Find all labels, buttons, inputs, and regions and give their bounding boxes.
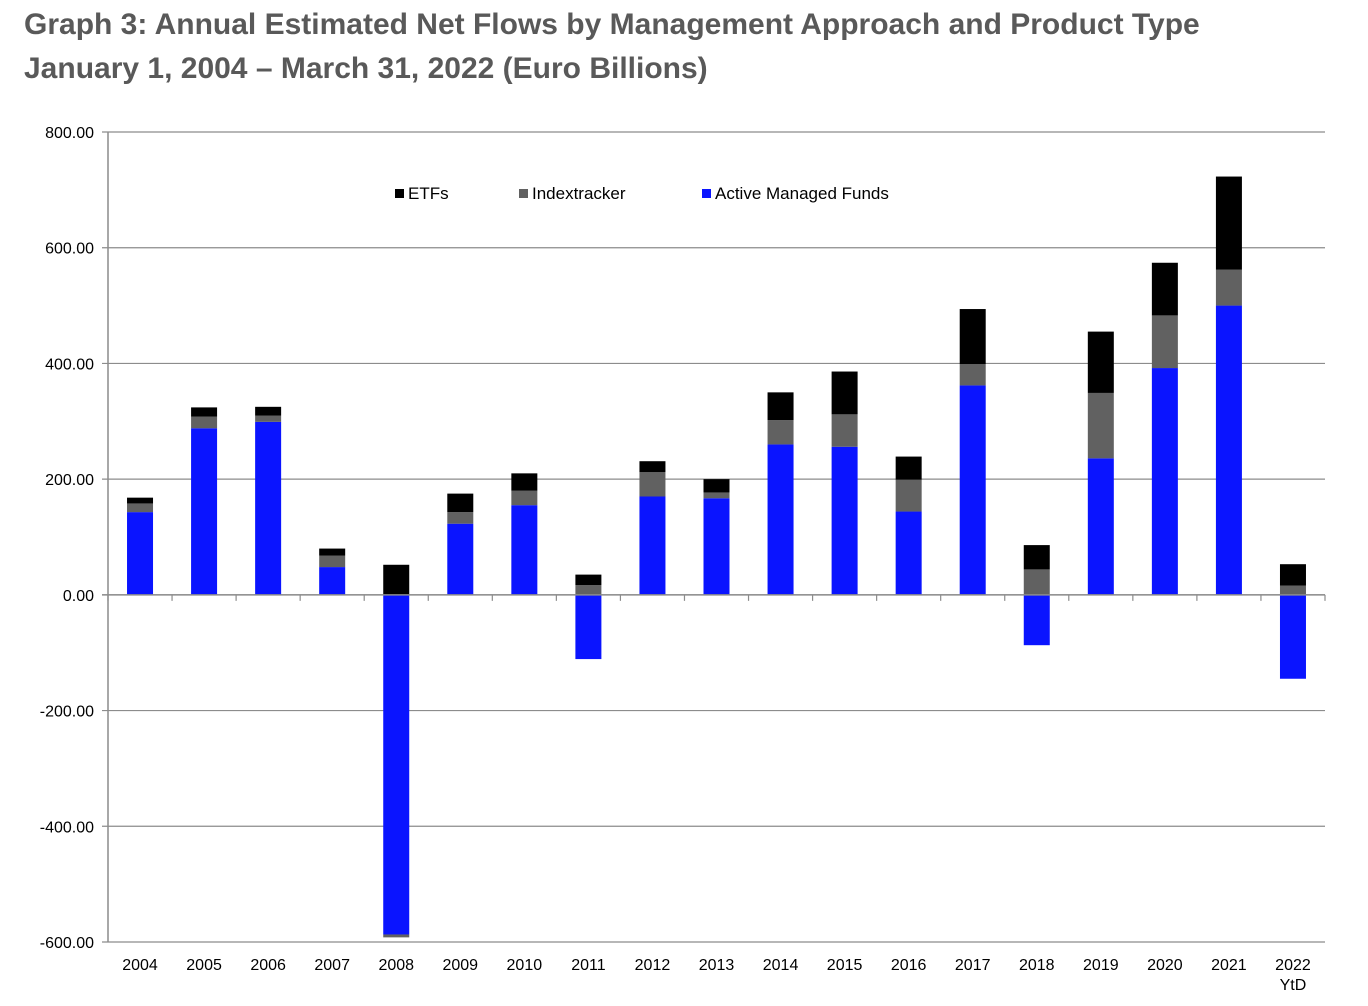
- x-tick-label: 2017: [955, 957, 991, 974]
- bar-active-managed-funds: [767, 444, 794, 595]
- x-tick-label: 2007: [314, 957, 350, 974]
- x-tick-label: 2016: [891, 957, 927, 974]
- bar-etfs: [831, 371, 858, 415]
- bar-indextracker: [255, 415, 282, 422]
- bar-indextracker: [383, 934, 410, 938]
- bar-etfs: [575, 574, 602, 586]
- bar-etfs: [895, 456, 922, 480]
- bar-etfs: [255, 406, 282, 416]
- bar-indextracker: [1023, 569, 1050, 595]
- y-tick-label: 600.00: [45, 241, 94, 258]
- bar-active-managed-funds: [703, 498, 730, 595]
- y-tick-label: 400.00: [45, 356, 94, 373]
- bar-active-managed-funds: [255, 421, 282, 595]
- bar-etfs: [511, 473, 538, 491]
- bar-active-managed-funds: [383, 594, 410, 935]
- y-tick-label: 800.00: [45, 125, 94, 142]
- bar-active-managed-funds: [831, 446, 858, 595]
- bar-active-managed-funds: [1087, 458, 1114, 595]
- bar-indextracker: [831, 414, 858, 447]
- x-tick-label: 2004: [122, 957, 158, 974]
- bar-active-managed-funds: [1023, 594, 1050, 646]
- legend: ETFs Indextracker Active Managed Funds: [395, 184, 889, 203]
- x-tick-label: 2013: [699, 957, 735, 974]
- bar-active-managed-funds: [959, 385, 986, 595]
- axes: [102, 132, 1326, 942]
- bar-indextracker: [895, 479, 922, 512]
- bar-etfs: [703, 479, 730, 493]
- bars: [127, 176, 1306, 938]
- chart-title: Graph 3: Annual Estimated Net Flows by M…: [24, 8, 1200, 41]
- bar-indextracker: [639, 472, 666, 497]
- bar-indextracker: [319, 555, 346, 568]
- bar-indextracker: [511, 490, 538, 506]
- legend-label-active-managed-funds: Active Managed Funds: [715, 184, 889, 203]
- y-tick-label: -600.00: [40, 935, 94, 952]
- bar-indextracker: [1215, 269, 1242, 306]
- y-tick-label: -200.00: [40, 704, 94, 721]
- bar-etfs: [319, 548, 346, 556]
- bar-active-managed-funds: [1215, 305, 1242, 595]
- bar-etfs: [639, 461, 666, 473]
- bar-etfs: [1215, 176, 1242, 270]
- x-tick-label: 2005: [186, 957, 222, 974]
- bar-active-managed-funds: [191, 428, 218, 595]
- y-tick-label: 0.00: [63, 588, 94, 605]
- bar-etfs: [1087, 331, 1114, 393]
- legend-swatch-active-managed-funds: [702, 189, 711, 198]
- bar-indextracker: [1151, 315, 1178, 369]
- bar-indextracker: [127, 503, 154, 513]
- bar-active-managed-funds: [575, 594, 602, 660]
- bar-indextracker: [703, 492, 730, 499]
- y-tick-label: 200.00: [45, 472, 94, 489]
- x-tick-label: 2019: [1083, 957, 1119, 974]
- bar-indextracker: [191, 416, 218, 429]
- bar-etfs: [959, 309, 986, 365]
- bar-etfs: [191, 407, 218, 417]
- bar-etfs: [1279, 564, 1306, 586]
- bar-indextracker: [447, 512, 474, 524]
- chart-subtitle: January 1, 2004 – March 31, 2022 (Euro B…: [24, 52, 708, 85]
- y-tick-label: -400.00: [40, 819, 94, 836]
- x-tick-label: 2020: [1147, 957, 1183, 974]
- bar-active-managed-funds: [895, 511, 922, 595]
- x-axis-tick-labels: 2004 2005 2006 2007 2008 2009 2010 2011 2012 2013…: [122, 957, 1311, 994]
- bar-etfs: [767, 392, 794, 421]
- bar-indextracker: [959, 364, 986, 386]
- bar-indextracker: [767, 420, 794, 445]
- bar-etfs: [1023, 545, 1050, 570]
- x-tick-label: 2006: [250, 957, 286, 974]
- bar-active-managed-funds: [511, 505, 538, 595]
- bar-etfs: [383, 564, 410, 595]
- bar-etfs: [447, 493, 474, 513]
- bar-active-managed-funds: [1151, 368, 1178, 595]
- legend-label-indextracker: Indextracker: [532, 184, 626, 203]
- x-tick-label: 2009: [442, 957, 478, 974]
- x-tick-label: 2010: [507, 957, 543, 974]
- x-tick-label: 2022: [1275, 957, 1311, 974]
- legend-label-etfs: ETFs: [408, 184, 449, 203]
- x-tick-label: YtD: [1280, 977, 1307, 994]
- bar-indextracker: [1279, 585, 1306, 595]
- bar-active-managed-funds: [639, 496, 666, 595]
- bar-active-managed-funds: [1279, 594, 1306, 679]
- bar-indextracker: [575, 585, 602, 595]
- x-tick-label: 2014: [763, 957, 799, 974]
- bar-active-managed-funds: [319, 567, 346, 595]
- bar-indextracker: [1087, 392, 1114, 459]
- legend-swatch-indextracker: [519, 189, 528, 198]
- y-axis-tick-labels: 800.00 600.00 400.00 200.00 0.00 -200.00 -400.…: [40, 125, 94, 952]
- x-tick-label: 2018: [1019, 957, 1055, 974]
- x-tick-label: 2015: [827, 957, 863, 974]
- bar-active-managed-funds: [447, 523, 474, 595]
- bar-etfs: [127, 497, 154, 504]
- x-tick-label: 2021: [1211, 957, 1247, 974]
- x-tick-label: 2011: [571, 957, 606, 974]
- x-tick-label: 2012: [635, 957, 671, 974]
- x-tick-label: 2008: [378, 957, 414, 974]
- bar-active-managed-funds: [127, 512, 154, 595]
- legend-swatch-etfs: [395, 189, 404, 198]
- bar-etfs: [1151, 262, 1178, 316]
